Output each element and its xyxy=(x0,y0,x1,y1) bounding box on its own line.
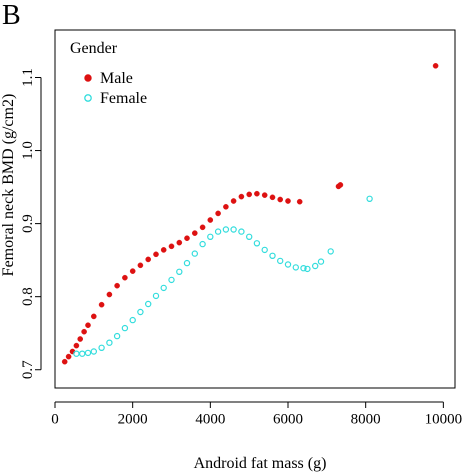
data-point xyxy=(153,251,159,258)
data-point xyxy=(191,230,198,236)
data-point xyxy=(207,217,214,223)
data-point xyxy=(65,353,72,360)
data-point xyxy=(254,190,260,197)
data-point xyxy=(191,250,198,257)
series-male xyxy=(61,63,439,365)
legend-title: Gender xyxy=(70,40,118,57)
legend-label-male: Male xyxy=(100,70,133,87)
y-tick-label: 0.7 xyxy=(20,360,36,379)
plot-frame xyxy=(54,29,456,389)
data-point xyxy=(285,198,291,204)
data-point xyxy=(113,332,121,340)
data-point xyxy=(230,198,237,204)
x-tick-label: 2000 xyxy=(118,412,148,428)
data-point xyxy=(284,261,292,268)
data-point xyxy=(98,301,105,308)
data-point xyxy=(253,240,261,247)
data-point xyxy=(312,262,319,270)
data-point xyxy=(269,252,276,259)
data-point xyxy=(129,268,136,274)
data-point xyxy=(106,339,113,346)
y-tick-label: 0.9 xyxy=(20,214,36,233)
plot-points xyxy=(61,63,439,365)
data-point xyxy=(277,257,284,265)
data-point xyxy=(207,233,214,240)
data-point xyxy=(246,191,252,198)
data-point xyxy=(292,264,299,271)
data-point xyxy=(85,322,91,329)
data-point xyxy=(90,348,98,355)
data-point xyxy=(78,350,86,357)
data-point xyxy=(73,350,80,357)
data-point xyxy=(199,224,206,231)
data-point xyxy=(137,308,144,316)
data-point xyxy=(366,195,373,202)
data-point xyxy=(199,240,206,248)
y-tick-label: 0.8 xyxy=(20,287,36,306)
y-axis: 0.7 0.8 0.9 1.0 1.1 xyxy=(20,68,42,379)
x-tick-label: 8000 xyxy=(351,412,381,428)
data-point xyxy=(61,358,68,365)
data-point xyxy=(73,342,80,349)
data-point xyxy=(300,265,307,272)
data-point xyxy=(121,324,129,332)
data-point xyxy=(304,265,311,273)
x-tick-label: 0 xyxy=(51,412,59,428)
data-point xyxy=(106,291,113,298)
x-axis-label: Android fat mass (g) xyxy=(194,455,327,472)
x-tick-label: 10000 xyxy=(425,412,463,428)
data-point xyxy=(160,247,167,253)
data-point xyxy=(214,228,222,235)
data-point xyxy=(114,282,120,289)
data-point xyxy=(176,239,183,246)
data-point xyxy=(184,235,190,241)
legend-marker-male xyxy=(84,74,92,82)
legend-label-female: Female xyxy=(100,90,147,107)
legend: Gender Male Female xyxy=(70,40,147,107)
data-point xyxy=(269,194,276,201)
data-point xyxy=(145,256,151,263)
series-female xyxy=(73,195,373,357)
data-point xyxy=(84,349,92,357)
data-point xyxy=(327,248,334,255)
data-point xyxy=(432,63,439,69)
y-axis-label: Femoral neck BMD (g/cm2) xyxy=(0,94,17,277)
data-point xyxy=(81,328,87,335)
data-point xyxy=(296,198,303,205)
x-axis: 0 2000 4000 6000 8000 10000 xyxy=(51,401,463,428)
x-tick-label: 6000 xyxy=(273,412,303,428)
data-point xyxy=(91,313,97,320)
y-tick-label: 1.1 xyxy=(20,68,36,87)
data-point xyxy=(261,192,268,198)
data-point xyxy=(277,196,284,203)
data-point xyxy=(222,226,230,233)
data-point xyxy=(238,228,245,235)
y-tick-label: 1.0 xyxy=(20,141,36,160)
data-point xyxy=(223,203,229,210)
data-point xyxy=(160,284,167,292)
data-point xyxy=(137,262,144,269)
data-point xyxy=(152,292,160,300)
data-point xyxy=(238,193,245,200)
legend-marker-female xyxy=(84,94,92,102)
data-point xyxy=(215,210,221,217)
data-point xyxy=(261,246,268,254)
data-point xyxy=(144,300,152,308)
data-point xyxy=(98,344,105,351)
data-point xyxy=(337,182,344,188)
data-point xyxy=(317,258,325,265)
data-point xyxy=(230,226,237,233)
data-point xyxy=(168,276,175,284)
data-point xyxy=(77,336,83,342)
panel-label: B xyxy=(2,0,21,31)
data-point xyxy=(122,274,128,281)
x-tick-label: 4000 xyxy=(195,412,225,428)
data-point xyxy=(245,233,253,240)
data-point xyxy=(168,243,175,250)
data-point xyxy=(176,268,183,275)
data-point xyxy=(129,316,136,324)
data-point xyxy=(183,259,191,267)
